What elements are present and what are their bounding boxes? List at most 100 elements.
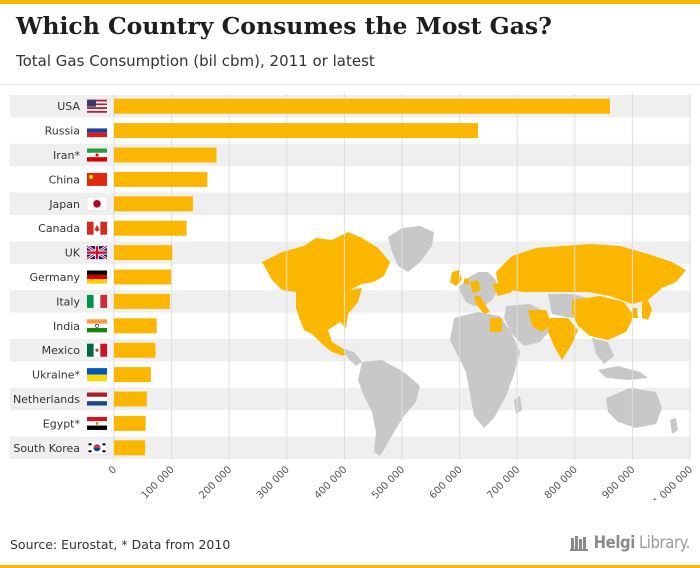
category-label: Mexico bbox=[42, 344, 81, 357]
russia-flag-icon bbox=[87, 124, 107, 138]
map-central-america bbox=[342, 348, 362, 366]
map-indonesia bbox=[598, 366, 648, 380]
iran-flag-icon bbox=[87, 148, 107, 162]
bar-6 bbox=[114, 245, 173, 261]
map-uk bbox=[450, 270, 462, 286]
source-note: Source: Eurostat, * Data from 2010 bbox=[10, 537, 231, 552]
row-band bbox=[10, 143, 690, 167]
map-australia bbox=[606, 388, 662, 428]
bar-3 bbox=[114, 171, 208, 187]
map-india bbox=[548, 318, 578, 360]
map-new-zealand bbox=[670, 418, 678, 434]
bar-4 bbox=[114, 196, 193, 212]
category-label: Ukraine* bbox=[32, 369, 80, 382]
title-divider bbox=[0, 84, 700, 85]
row-band bbox=[10, 436, 690, 459]
library-icon bbox=[569, 535, 588, 551]
mexico-flag-icon bbox=[87, 343, 108, 357]
map-southeast-asia bbox=[592, 338, 614, 364]
bar-9 bbox=[114, 318, 157, 334]
map-japan bbox=[642, 300, 652, 320]
logo-brand-light: Library. bbox=[638, 533, 690, 552]
egypt-flag-icon bbox=[87, 416, 107, 430]
china-flag-icon bbox=[87, 172, 107, 186]
category-label: USA bbox=[57, 100, 80, 113]
map-iran bbox=[528, 310, 552, 332]
row-band bbox=[10, 192, 690, 215]
chart-subtitle: Total Gas Consumption (bil cbm), 2011 or… bbox=[16, 52, 375, 70]
bottom-accent-bar bbox=[0, 565, 700, 568]
map-madagascar bbox=[514, 396, 522, 414]
x-tick-label: 300 000 bbox=[255, 464, 292, 500]
map-greenland bbox=[388, 226, 434, 272]
top-accent-bar bbox=[0, 0, 700, 4]
japan-flag-icon bbox=[86, 197, 108, 211]
category-labels: USA Russia Iran* China Japan Canada UK Germany I… bbox=[13, 100, 81, 455]
x-tick-label: 700 000 bbox=[485, 464, 522, 500]
map-canada bbox=[262, 232, 390, 292]
bar-11 bbox=[114, 367, 151, 383]
ukraine-flag-icon bbox=[87, 368, 107, 382]
bar-2 bbox=[114, 147, 217, 163]
india-flag-icon bbox=[87, 319, 107, 333]
category-label: China bbox=[49, 173, 80, 186]
map-africa bbox=[450, 312, 520, 428]
x-tick-label: 500 000 bbox=[370, 464, 407, 500]
x-tick-label: 1 000 000 bbox=[651, 464, 695, 500]
category-label: UK bbox=[65, 247, 81, 260]
category-label: Germany bbox=[29, 271, 80, 284]
germany-flag-icon bbox=[87, 270, 107, 284]
bar-7 bbox=[114, 269, 172, 285]
map-netherlands bbox=[464, 278, 469, 284]
category-label: Egypt* bbox=[43, 417, 81, 430]
bar-13 bbox=[114, 415, 146, 431]
chart-title: Which Country Consumes the Most Gas? bbox=[16, 12, 552, 40]
x-tick-label: 900 000 bbox=[600, 464, 637, 500]
south-korea-flag-icon bbox=[86, 441, 108, 455]
bar-chart: USA Russia Iran* China Japan Canada UK Germany I… bbox=[10, 94, 695, 500]
bar-5 bbox=[114, 220, 187, 236]
netherlands-flag-icon bbox=[87, 392, 107, 406]
category-label: Italy bbox=[56, 295, 80, 308]
category-label: South Korea bbox=[13, 442, 80, 455]
category-label: Russia bbox=[45, 125, 80, 138]
map-germany bbox=[470, 280, 481, 293]
x-tick-label: 600 000 bbox=[428, 464, 465, 500]
map-usa bbox=[296, 288, 362, 330]
map-mexico bbox=[300, 320, 350, 356]
x-axis-tick-labels: 0 100 000 200 000 300 000 400 000 500 000 600 … bbox=[107, 464, 695, 500]
helgi-library-logo[interactable]: Helgi Library. bbox=[569, 533, 690, 552]
map-korea bbox=[632, 308, 638, 318]
bar-0 bbox=[114, 98, 610, 114]
x-tick-label: 800 000 bbox=[543, 464, 580, 500]
bars bbox=[114, 98, 610, 456]
category-label: India bbox=[53, 320, 80, 333]
x-tick-label: 100 000 bbox=[140, 464, 177, 500]
map-russia bbox=[496, 244, 686, 304]
canada-flag-icon bbox=[87, 221, 108, 235]
world-map-background bbox=[262, 226, 686, 456]
row-band bbox=[10, 339, 690, 362]
map-south-america bbox=[358, 360, 420, 456]
bar-8 bbox=[114, 293, 170, 309]
map-italy bbox=[474, 296, 490, 314]
x-gridlines bbox=[113, 94, 691, 460]
bar-12 bbox=[114, 391, 147, 407]
uk-flag-icon bbox=[86, 245, 108, 261]
us-flag-icon bbox=[87, 99, 107, 113]
x-tick-label: 200 000 bbox=[197, 464, 234, 500]
bar-10 bbox=[114, 342, 156, 358]
map-egypt bbox=[490, 318, 502, 332]
category-label: Canada bbox=[38, 222, 80, 235]
map-china bbox=[572, 296, 634, 340]
country-flags bbox=[86, 99, 108, 455]
row-band bbox=[10, 387, 690, 411]
bar-14 bbox=[114, 440, 146, 456]
x-tick-label: 400 000 bbox=[312, 464, 349, 500]
category-label: Iran* bbox=[53, 149, 80, 162]
category-label: Netherlands bbox=[13, 393, 80, 406]
bar-1 bbox=[114, 123, 479, 139]
italy-flag-icon bbox=[87, 294, 108, 308]
logo-brand-bold: Helgi bbox=[593, 533, 636, 552]
